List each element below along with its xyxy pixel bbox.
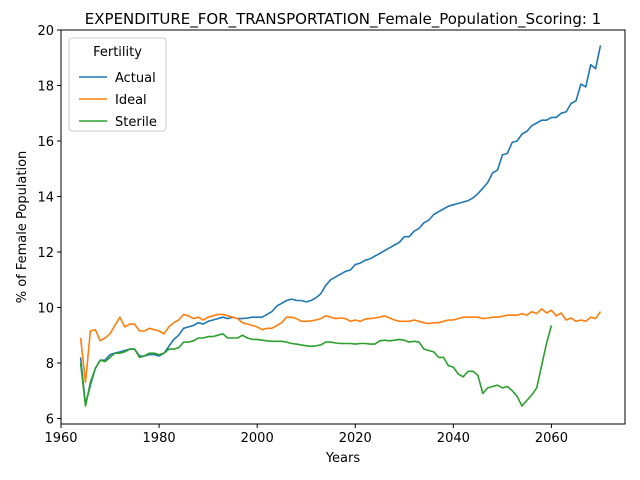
chart-title: EXPENDITURE_FOR_TRANSPORTATION_Female_Po…	[85, 10, 601, 29]
y-tick-label: 12	[37, 246, 54, 261]
y-tick-label: 14	[37, 190, 54, 205]
legend-box	[68, 37, 167, 132]
series-line-ideal	[79, 308, 602, 384]
legend-label-actual: Actual	[115, 71, 156, 86]
y-tick-label: 20	[37, 24, 54, 39]
x-tick-label: 2040	[437, 431, 470, 446]
x-tick-label: 2020	[339, 431, 372, 446]
legend-title: Fertility	[93, 45, 142, 60]
y-tick-label: 10	[37, 301, 54, 316]
x-tick-label: 1980	[143, 431, 176, 446]
x-axis: 1960 1980 2000 2020 2040 2060	[44, 424, 568, 446]
x-tick-label: 1960	[44, 431, 77, 446]
plot-area: 1960 1980 2000 2020 2040 2060 6 8 10 12 14 16 18 20	[37, 24, 626, 446]
y-tick-label: 6	[46, 412, 54, 427]
x-axis-label: Years	[325, 451, 361, 466]
x-tick-label: 2060	[535, 431, 568, 446]
plot-frame	[60, 29, 626, 425]
y-axis-label: % of Female Population	[15, 151, 30, 304]
series-line-sterile	[79, 325, 553, 407]
x-tick-label: 2000	[241, 431, 274, 446]
legend-label-sterile: Sterile	[115, 115, 157, 130]
legend-label-ideal: Ideal	[115, 93, 147, 108]
y-tick-label: 8	[46, 357, 54, 372]
series-layer	[79, 45, 602, 407]
legend: Fertility Actual Ideal Sterile	[68, 37, 167, 132]
y-tick-label: 16	[37, 135, 54, 150]
legend-items: Actual Ideal Sterile	[79, 71, 157, 130]
y-tick-label: 18	[37, 79, 54, 94]
y-axis: 6 8 10 12 14 16 18 20	[37, 24, 61, 427]
series-line-actual	[79, 45, 602, 406]
